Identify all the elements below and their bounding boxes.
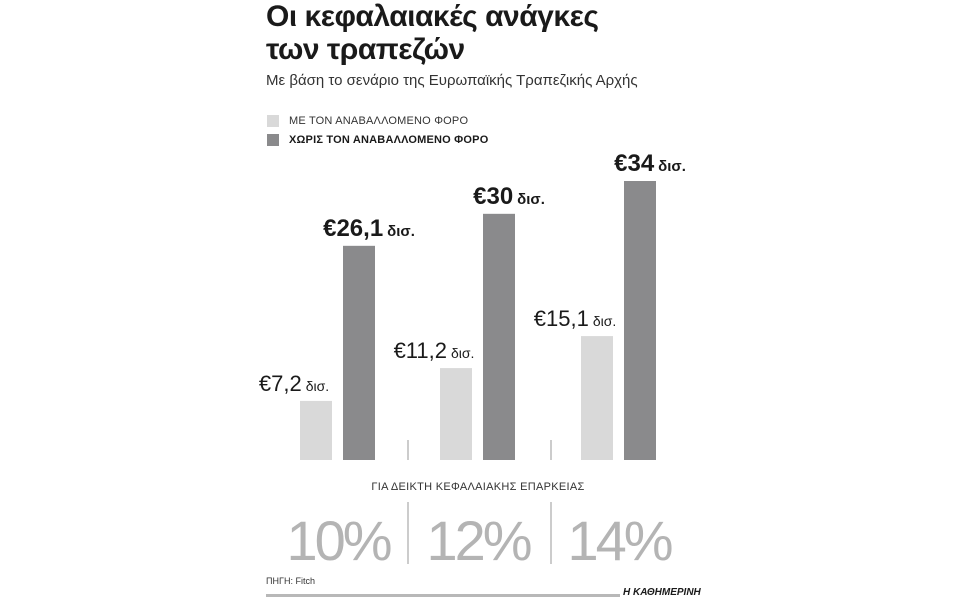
- source-note: ΠΗΓΗ: Fitch: [266, 576, 315, 586]
- bar: [483, 213, 515, 460]
- data-label: €30 δισ.: [473, 183, 545, 210]
- legend-label: ΧΩΡΙΣ ΤΟΝ ΑΝΑΒΑΛΛΟΜΕΝΟ ΦΟΡΟ: [289, 134, 489, 146]
- legend-swatch: [267, 115, 279, 127]
- category-tick-label: 10%: [286, 509, 390, 572]
- bar: [300, 400, 332, 460]
- bar: [581, 336, 613, 460]
- legend-swatch: [267, 134, 279, 146]
- chart-title-line-2: των τραπεζών: [266, 33, 465, 66]
- chart-title: Οι κεφαλαιακές ανάγκες των τραπεζών: [266, 0, 599, 66]
- data-label: €34 δισ.: [614, 150, 686, 177]
- data-label: €7,2 δισ.: [259, 371, 329, 396]
- category-tick-label: 12%: [426, 509, 530, 572]
- legend-item-without-deferred-tax: ΧΩΡΙΣ ΤΟΝ ΑΝΑΒΑΛΛΟΜΕΝΟ ΦΟΡΟ: [267, 133, 488, 147]
- bar: [624, 181, 656, 460]
- publisher-brand: Η ΚΑΘΗΜΕΡΙΝΗ: [623, 587, 701, 598]
- chart-subtitle: Με βάση το σενάριο της Ευρωπαϊκής Τραπεζ…: [266, 72, 638, 89]
- legend-label: ΜΕ ΤΟΝ ΑΝΑΒΑΛΛΟΜΕΝΟ ΦΟΡΟ: [289, 115, 469, 127]
- chart-title-line-1: Οι κεφαλαιακές ανάγκες: [266, 0, 599, 33]
- footer-rule: [266, 594, 620, 597]
- data-label: €11,2 δισ.: [394, 338, 475, 363]
- category-tick-label: 14%: [567, 509, 671, 572]
- bar: [440, 368, 472, 460]
- data-label: €15,1 δισ.: [534, 306, 617, 331]
- bar: [343, 245, 375, 460]
- legend-item-with-deferred-tax: ΜΕ ΤΟΝ ΑΝΑΒΑΛΛΟΜΕΝΟ ΦΟΡΟ: [267, 114, 468, 128]
- x-axis-title: ΓΙΑ ΔΕΙΚΤΗ ΚΕΦΑΛΑΙΑΚΗΣ ΕΠΑΡΚΕΙΑΣ: [371, 481, 584, 493]
- data-label: €26,1 δισ.: [323, 215, 415, 242]
